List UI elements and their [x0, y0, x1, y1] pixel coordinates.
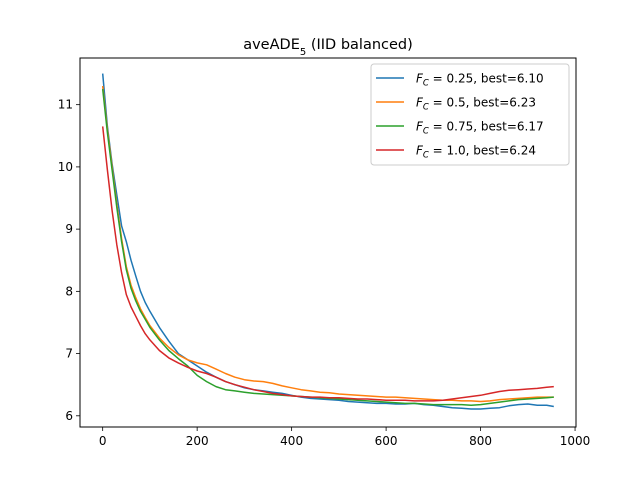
- chart-title: aveADE5 (IID balanced): [243, 37, 413, 58]
- legend-label-2: FC = 0.5, best=6.23: [416, 96, 536, 113]
- legend-label-1: FC = 0.25, best=6.10: [416, 72, 544, 89]
- y-tick-label: 6: [65, 409, 73, 423]
- x-tick-label: 400: [280, 434, 303, 448]
- plot-area: [101, 73, 554, 410]
- y-tick-label: 9: [65, 222, 73, 236]
- x-tick-label: 1000: [560, 434, 591, 448]
- y-tick-label: 7: [65, 347, 73, 361]
- legend-box: [370, 63, 570, 166]
- x-tick-label: 600: [375, 434, 398, 448]
- legend-label-4: FC = 1.0, best=6.24: [416, 144, 536, 161]
- x-tick-label: 0: [99, 434, 107, 448]
- y-tick-label: 8: [65, 284, 73, 298]
- series-line-1: [101, 73, 554, 410]
- series-line-4: [101, 126, 554, 402]
- x-tick-label: 200: [186, 434, 209, 448]
- legend: FC = 0.25, best=6.10 FC = 0.5, best=6.23 F…: [370, 63, 570, 166]
- legend-label-3: FC = 0.75, best=6.17: [416, 120, 544, 137]
- axes-ticks: 0 200 400 600 800 1000 6 7 8 9 10 11: [58, 98, 591, 448]
- series-line-2: [101, 85, 554, 403]
- y-tick-label: 11: [58, 98, 73, 112]
- axes-frame: [79, 57, 577, 428]
- x-tick-label: 800: [469, 434, 492, 448]
- y-tick-label: 10: [58, 160, 73, 174]
